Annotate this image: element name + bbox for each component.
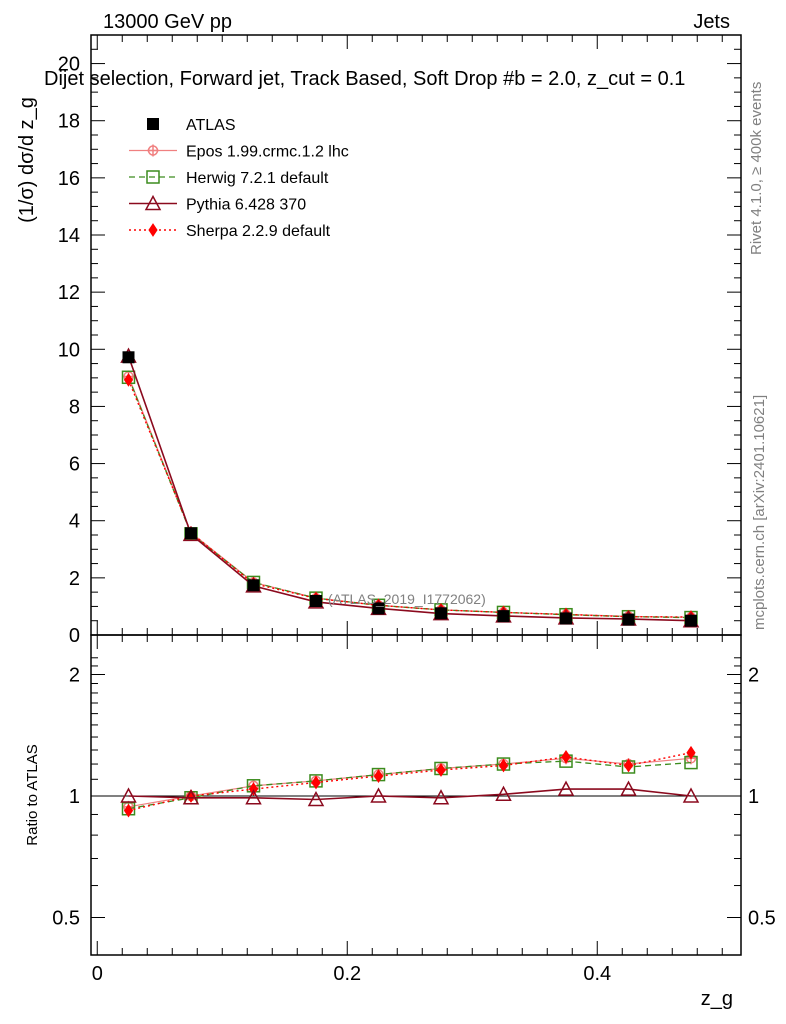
main-point-data [497,610,510,623]
ratio-series-herwig [121,754,698,816]
main-point-data [122,351,135,364]
main-series-data [122,351,697,627]
ratio-point-sherpa [436,763,446,777]
ratio-point-sherpa [561,749,571,764]
ratio-point-pythia [557,780,575,796]
ratio-point-pythia [682,787,700,803]
main-point-data [247,579,260,592]
plot-title: Dijet selection, Forward jet, Track Base… [44,68,685,90]
ratio-y-tick-label-right: 0.5 [748,908,776,930]
jets-label: Jets [693,11,730,33]
ratio-point-sherpa [623,758,634,773]
main-line-epos [127,376,692,618]
ratio-point-pythia [245,789,262,805]
main-line-pythia [127,355,692,622]
ratio-plot-frame [90,634,742,956]
legend-marker-sherpa [148,223,158,237]
legend-label-pythia: Pythia 6.428 370 [186,197,306,214]
ratio-y-tick-label: 2 [69,665,80,687]
legend-marker-pythia [144,194,162,211]
analysis-watermark: (ATLAS_2019_I1772062) [328,591,486,607]
ratio-series-epos [122,752,697,813]
main-point-sherpa [123,372,134,387]
ratio-point-pythia [182,789,200,805]
ratio-y-tick-label-right: 1 [748,786,759,808]
x-tick-label: 0.4 [583,963,611,985]
main-axes: 0 2 4 6 8 10 12 14 16 18 20 [58,34,741,647]
main-point-data [622,613,635,626]
ratio-point-sherpa [498,758,509,773]
legend-marker-herwig [146,170,160,184]
ratio-y-tick-label: 0.5 [52,908,80,930]
main-y-tick-label: 0 [69,625,80,647]
main-y-tick-label: 4 [69,511,80,533]
main-point-data [560,612,572,625]
main-point-data [685,614,697,627]
ratio-line-pythia [128,788,692,801]
ratio-point-sherpa [311,775,321,790]
main-y-tick-label: 14 [58,225,80,247]
main-y-tick-label: 2 [69,568,80,590]
ratio-series-pythia [120,780,700,807]
ratio-y-tick-label: 1 [69,786,80,808]
ratio-y-axis-title: Ratio to ATLAS [24,744,41,845]
ratio-point-sherpa [123,803,134,818]
ratio-point-pythia [432,789,450,805]
main-point-data [310,595,322,607]
ratio-series-layer [120,745,700,818]
main-y-tick-label: 16 [58,168,80,190]
legend: ATLAS Epos 1.99.crmc.1.2 lhc Herwig 7.2.1 … [129,117,349,240]
main-series-layer [120,347,700,628]
ratio-axes: 0.5 0.5 1 1 2 2 0 0.2 0.4 [52,635,776,985]
rivet-label: Rivet 4.1.0, ≥ 400k events [748,82,765,255]
legend-label-epos: Epos 1.99.crmc.1.2 lhc [186,144,349,161]
main-line-herwig [127,377,692,619]
ratio-point-sherpa [686,745,696,760]
main-y-tick-label: 18 [58,111,80,133]
main-series-herwig [121,370,698,625]
main-series-epos [122,370,697,624]
main-point-data [372,602,385,615]
ratio-point-sherpa [248,782,259,797]
main-y-tick-label: 10 [58,339,80,361]
ratio-point-pythia [370,787,387,803]
main-series-pythia [120,347,700,628]
main-series-sherpa [123,372,696,624]
main-y-tick-label: 12 [58,282,80,304]
ratio-point-pythia [120,787,137,803]
x-tick-label: 0.2 [333,963,361,985]
ratio-line-sherpa [128,752,692,812]
x-tick-label: 0 [92,963,103,985]
ratio-point-pythia [495,785,512,802]
legend-marker-data [147,118,159,130]
ratio-y-tick-label-right: 2 [748,665,759,687]
main-line-sherpa [127,379,692,618]
x-axis-title: z_g [701,988,733,1010]
ratio-point-sherpa [373,769,384,784]
main-y-tick-label: 20 [58,54,80,76]
main-y-tick-label: 8 [69,396,80,418]
main-y-axis-title: (1/σ) dσ/d z_g [16,97,38,223]
legend-label-herwig: Herwig 7.2.1 default [186,170,329,187]
energy-label: 13000 GeV pp [103,11,232,33]
ratio-point-pythia [307,790,325,807]
main-point-data [435,607,447,620]
legend-label-sherpa: Sherpa 2.2.9 default [186,223,331,240]
ratio-series-sherpa [123,745,696,818]
main-y-tick-label: 6 [69,454,80,476]
ratio-point-pythia [620,780,637,796]
main-point-data [185,527,197,540]
legend-label-data: ATLAS [186,117,236,134]
ratio-line-herwig [128,760,692,810]
mcplots-label: mcplots.cern.ch [arXiv:2401.10621] [751,395,768,630]
